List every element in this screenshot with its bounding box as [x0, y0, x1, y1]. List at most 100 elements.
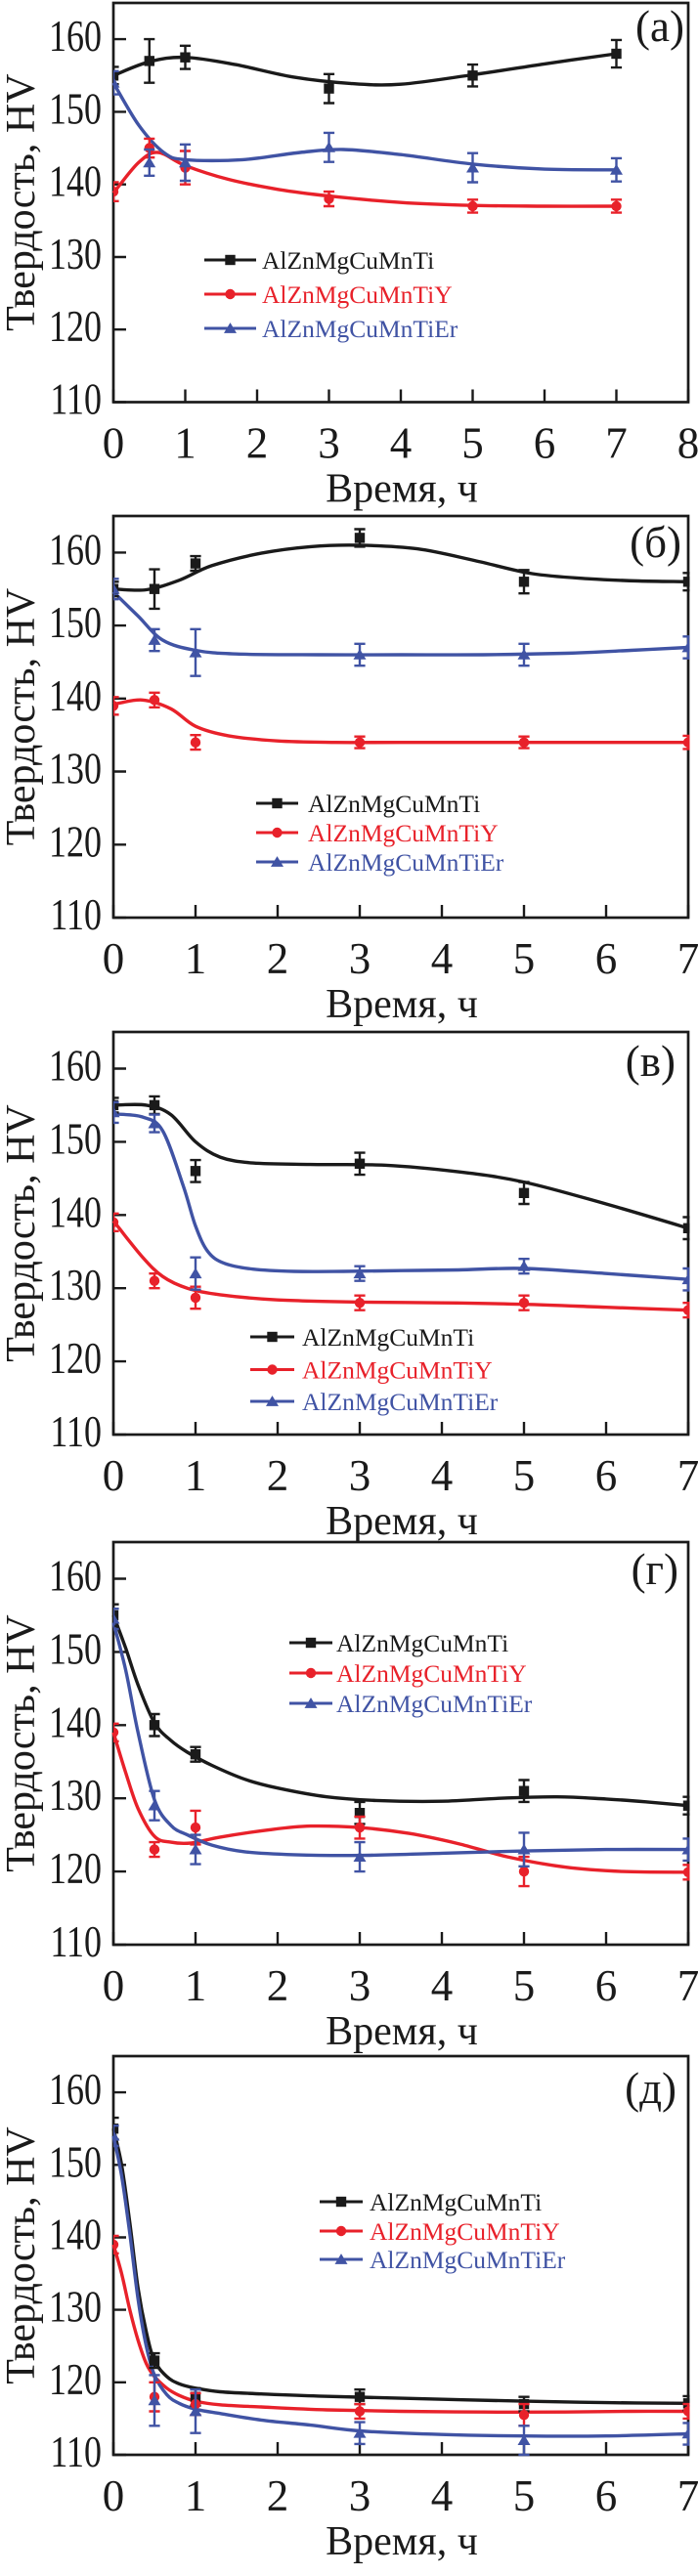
svg-text:Твердость, HV: Твердость, HV [0, 588, 44, 845]
svg-text:120: 120 [49, 818, 102, 867]
svg-text:AlZnMgCuMnTiY: AlZnMgCuMnTiY [370, 2217, 560, 2246]
svg-text:110: 110 [50, 1407, 102, 1456]
svg-text:AlZnMgCuMnTiEr: AlZnMgCuMnTiEr [308, 848, 504, 877]
svg-text:5: 5 [461, 419, 484, 468]
svg-text:AlZnMgCuMnTi: AlZnMgCuMnTi [302, 1323, 474, 1352]
svg-text:140: 140 [49, 671, 102, 720]
svg-text:AlZnMgCuMnTiY: AlZnMgCuMnTiY [308, 819, 499, 847]
svg-text:5: 5 [513, 2471, 536, 2520]
svg-text:(д): (д) [625, 2064, 676, 2113]
svg-text:6: 6 [595, 934, 618, 983]
svg-text:120: 120 [49, 302, 102, 351]
svg-text:AlZnMgCuMnTi: AlZnMgCuMnTi [370, 2188, 542, 2216]
svg-text:130: 130 [49, 1771, 102, 1820]
svg-text:Время, ч: Время, ч [326, 2009, 478, 2054]
svg-text:150: 150 [49, 1625, 102, 1674]
svg-text:140: 140 [49, 1188, 102, 1237]
svg-text:7: 7 [677, 2471, 698, 2520]
svg-text:0: 0 [103, 2471, 125, 2520]
svg-text:130: 130 [49, 1261, 102, 1309]
svg-text:130: 130 [49, 2283, 102, 2332]
svg-text:3: 3 [318, 419, 340, 468]
svg-text:AlZnMgCuMnTi: AlZnMgCuMnTi [336, 1629, 508, 1657]
svg-text:0: 0 [103, 1961, 125, 2010]
svg-text:AlZnMgCuMnTiEr: AlZnMgCuMnTiEr [302, 1388, 499, 1416]
svg-text:1: 1 [185, 2471, 207, 2520]
svg-text:4: 4 [431, 1451, 454, 1500]
svg-text:140: 140 [49, 157, 102, 206]
svg-text:AlZnMgCuMnTi: AlZnMgCuMnTi [262, 246, 434, 275]
svg-text:150: 150 [49, 85, 102, 134]
svg-text:Твердость, HV: Твердость, HV [0, 2126, 44, 2383]
svg-text:120: 120 [49, 1844, 102, 1893]
svg-text:2: 2 [267, 2471, 289, 2520]
svg-text:160: 160 [49, 2065, 102, 2114]
svg-text:AlZnMgCuMnTiY: AlZnMgCuMnTiY [336, 1659, 527, 1688]
svg-text:0: 0 [103, 419, 125, 468]
svg-text:150: 150 [49, 2138, 102, 2187]
svg-text:4: 4 [431, 2471, 454, 2520]
svg-text:4: 4 [390, 419, 413, 468]
svg-text:6: 6 [595, 1451, 618, 1500]
svg-text:160: 160 [49, 526, 102, 575]
svg-text:130: 130 [49, 230, 102, 279]
svg-text:130: 130 [49, 745, 102, 794]
svg-text:2: 2 [246, 419, 269, 468]
svg-text:1: 1 [185, 1961, 207, 2010]
svg-text:2: 2 [267, 1451, 289, 1500]
svg-text:Твердость, HV: Твердость, HV [0, 73, 44, 330]
svg-text:8: 8 [677, 419, 698, 468]
svg-text:6: 6 [534, 419, 556, 468]
svg-text:AlZnMgCuMnTiEr: AlZnMgCuMnTiEr [370, 2246, 566, 2274]
svg-text:(б): (б) [630, 518, 681, 567]
svg-text:4: 4 [431, 934, 454, 983]
svg-text:150: 150 [49, 598, 102, 647]
svg-text:110: 110 [50, 890, 102, 939]
svg-text:0: 0 [103, 934, 125, 983]
svg-text:3: 3 [349, 1961, 371, 2010]
svg-text:7: 7 [677, 1451, 698, 1500]
svg-text:(г): (г) [632, 1545, 678, 1594]
svg-text:3: 3 [349, 934, 371, 983]
svg-text:7: 7 [677, 934, 698, 983]
svg-text:Время, ч: Время, ч [326, 467, 478, 512]
svg-text:6: 6 [595, 1961, 618, 2010]
svg-text:1: 1 [174, 419, 196, 468]
svg-text:160: 160 [49, 1552, 102, 1601]
svg-text:4: 4 [431, 1961, 454, 2010]
svg-text:160: 160 [49, 1042, 102, 1091]
svg-text:5: 5 [513, 934, 536, 983]
svg-text:160: 160 [49, 12, 102, 61]
svg-text:AlZnMgCuMnTiY: AlZnMgCuMnTiY [302, 1356, 493, 1385]
svg-text:Время, ч: Время, ч [326, 1499, 478, 1544]
svg-text:(в): (в) [626, 1037, 676, 1086]
svg-text:AlZnMgCuMnTiEr: AlZnMgCuMnTiEr [262, 315, 458, 343]
svg-text:7: 7 [677, 1961, 698, 2010]
svg-text:7: 7 [605, 419, 628, 468]
svg-text:2: 2 [267, 934, 289, 983]
svg-text:6: 6 [595, 2471, 618, 2520]
svg-text:1: 1 [185, 934, 207, 983]
svg-text:140: 140 [49, 1698, 102, 1747]
svg-text:Твердость, HV: Твердость, HV [0, 1614, 44, 1871]
svg-text:120: 120 [49, 2355, 102, 2404]
svg-text:110: 110 [50, 2427, 102, 2476]
svg-text:140: 140 [49, 2211, 102, 2259]
svg-text:0: 0 [103, 1451, 125, 1500]
svg-text:AlZnMgCuMnTiY: AlZnMgCuMnTiY [262, 280, 453, 309]
svg-text:AlZnMgCuMnTiEr: AlZnMgCuMnTiEr [336, 1690, 533, 1718]
svg-text:3: 3 [349, 2471, 371, 2520]
svg-text:Твердость, HV: Твердость, HV [0, 1104, 44, 1361]
svg-text:2: 2 [267, 1961, 289, 2010]
svg-text:120: 120 [49, 1334, 102, 1383]
svg-text:110: 110 [50, 375, 102, 424]
svg-text:(a): (a) [635, 2, 684, 51]
svg-text:5: 5 [513, 1961, 536, 2010]
svg-text:110: 110 [50, 1917, 102, 1966]
svg-text:1: 1 [185, 1451, 207, 1500]
svg-text:Время, ч: Время, ч [326, 982, 478, 1027]
svg-text:Время, ч: Время, ч [326, 2519, 478, 2564]
svg-text:150: 150 [49, 1115, 102, 1164]
svg-text:5: 5 [513, 1451, 536, 1500]
svg-text:3: 3 [349, 1451, 371, 1500]
